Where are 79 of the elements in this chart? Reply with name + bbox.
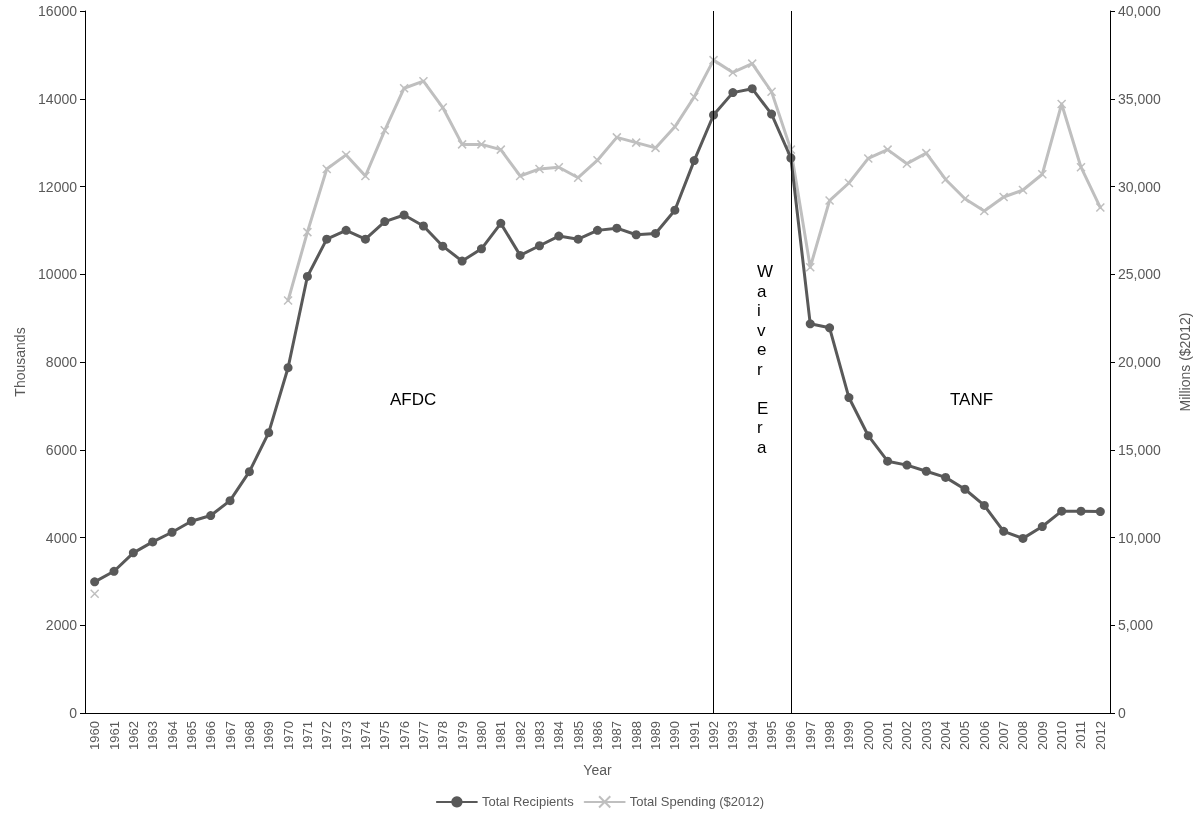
x-tick-label: 1990 [667, 721, 683, 750]
x-tick-label: 1977 [415, 721, 431, 750]
y2-tick-label: 20,000 [1118, 354, 1162, 370]
x-tick-label: 1983 [531, 721, 547, 750]
x-tick-label: 1975 [377, 721, 393, 750]
x-tick-label: 1991 [686, 721, 702, 750]
x-tick-label: 2003 [918, 721, 934, 750]
x-tick-label: 1994 [744, 721, 760, 750]
y-tick-label: 12000 [38, 178, 78, 195]
y-tick-label: 6000 [45, 441, 78, 458]
x-tick-label: 1965 [183, 721, 199, 750]
x-tick-label: 1964 [164, 721, 180, 750]
x-tick-label: 1974 [357, 721, 373, 750]
x-tick-label: 1995 [764, 721, 780, 750]
x-tick-label: 2000 [860, 721, 876, 750]
x-tick-label: 2002 [899, 721, 915, 750]
y2-tick-label: 10,000 [1118, 529, 1162, 546]
x-tick-label: 1960 [87, 721, 103, 750]
x-tick-label: 1984 [551, 721, 567, 750]
y-tick-label: 10000 [38, 266, 78, 283]
x-tick-label: 2006 [976, 721, 992, 750]
y-tick-label: 14000 [38, 90, 78, 107]
x-tick-label: 2012 [1092, 721, 1108, 750]
x-tick-label: 2009 [1034, 721, 1050, 750]
y2-tick-label: 0 [1118, 705, 1126, 721]
y2-tick-label: 35,000 [1118, 90, 1162, 107]
y-tick-label: 16000 [38, 3, 78, 19]
x-tick-label: 2001 [880, 721, 896, 750]
x-tick-label: 2008 [1015, 721, 1031, 750]
x-tick-label: 1999 [841, 721, 857, 750]
y2-tick-label: 25,000 [1118, 266, 1162, 283]
legend-label: Total Spending ($2012) [629, 794, 765, 810]
x-tick-label: 1996 [783, 721, 799, 750]
annotation: TANF [950, 390, 994, 410]
x-tick-label: 2007 [996, 721, 1012, 750]
x-tick-label: 1972 [319, 721, 335, 750]
x-tick-label: 1967 [222, 721, 238, 750]
y2-tick-label: 5,000 [1118, 617, 1154, 634]
y-tick-label: 2000 [45, 617, 78, 634]
x-tick-label: 1976 [396, 721, 412, 750]
x-tick-label: 1998 [822, 721, 838, 750]
x-tick-label: 1985 [570, 721, 586, 750]
x-tick-label: 1962 [125, 721, 141, 750]
x-tick-label: 2010 [1054, 721, 1070, 750]
y-tick-label: 4000 [45, 529, 78, 546]
legend-label: Total Recipients [481, 794, 575, 810]
y-tick-label: 8000 [45, 354, 78, 370]
x-tick-label: 1961 [106, 721, 122, 750]
x-tick-label: 2005 [957, 721, 973, 750]
x-tick-label: 1963 [145, 721, 161, 750]
x-tick-label: 1989 [648, 721, 664, 750]
x-tick-label: 1969 [261, 721, 277, 750]
x-tick-label: 2011 [1073, 721, 1089, 749]
annotation: AFDC [390, 390, 437, 410]
y-axis-title: Thousands [12, 327, 29, 397]
x-tick-label: 1992 [706, 721, 722, 750]
x-tick-label: 1980 [473, 721, 489, 750]
x-tick-label: 1982 [512, 721, 528, 750]
x-tick-label: 1981 [493, 721, 509, 750]
x-tick-label: 1993 [725, 721, 741, 750]
text: Waiver Era [757, 262, 774, 457]
x-tick-label: 1978 [435, 721, 451, 750]
y2-axis-title: Millions ($2012) [1177, 312, 1193, 412]
y2-tick-label: 30,000 [1118, 178, 1162, 195]
x-tick-label: 1968 [241, 721, 257, 750]
x-tick-label: 1987 [609, 721, 625, 750]
x-tick-label: 1973 [338, 721, 354, 750]
x-axis-title: Year [583, 762, 612, 778]
x-tick-label: 1970 [280, 721, 296, 750]
x-tick-label: 1979 [454, 721, 470, 750]
x-tick-label: 1988 [628, 721, 644, 750]
x-tick-label: 1997 [802, 721, 818, 750]
x-tick-label: 2004 [938, 721, 954, 750]
y2-tick-label: 15,000 [1118, 441, 1162, 458]
x-tick-label: 1966 [203, 721, 219, 750]
x-tick-label: 1971 [299, 721, 315, 750]
y-tick-label: 0 [69, 705, 78, 721]
y2-tick-label: 40,000 [1118, 3, 1162, 19]
x-tick-label: 1986 [590, 721, 605, 750]
